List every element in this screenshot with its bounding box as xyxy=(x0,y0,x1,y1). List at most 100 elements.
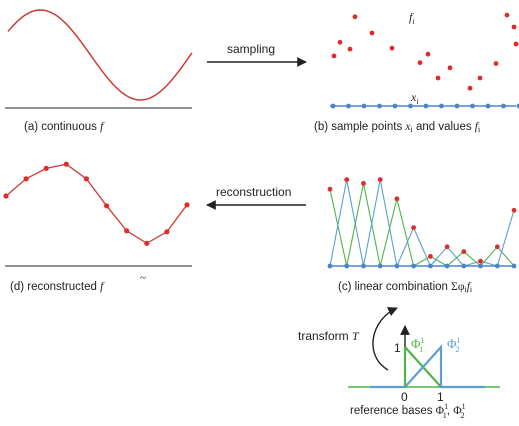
reconstructed-point xyxy=(124,228,130,234)
label-f-i: fi xyxy=(409,10,415,26)
basis-edge-left xyxy=(379,198,398,267)
axis-point xyxy=(439,103,444,109)
peak-point xyxy=(461,249,467,255)
axis-point xyxy=(470,103,475,109)
peak-point xyxy=(411,225,416,231)
combination-axis-points xyxy=(327,263,517,269)
sample-value-point xyxy=(425,51,431,57)
peak-point xyxy=(344,177,350,183)
basis-phi2-blue xyxy=(370,344,485,389)
axis-point xyxy=(344,263,350,269)
axis-point xyxy=(423,103,429,109)
axis-point xyxy=(346,103,351,109)
panel-e-reference-bases: 1 0 1 Φ1 1 Φ1 2 transform T reference base… xyxy=(298,307,500,420)
peak-point xyxy=(511,207,517,213)
reconstruction-arrow-group: reconstruction xyxy=(206,185,306,210)
sample-value-point xyxy=(337,39,343,45)
sample-value-point xyxy=(467,85,473,91)
peak-point xyxy=(377,177,383,183)
sample-value-point xyxy=(331,53,337,59)
peak-point xyxy=(444,244,450,250)
reconstructed-points xyxy=(3,161,190,246)
phi1-label: Φ1 1 xyxy=(411,336,425,354)
x-tick-0: 0 xyxy=(401,390,408,404)
reconstructed-point xyxy=(144,240,150,246)
tilde-mark: ~ xyxy=(140,272,146,284)
reconstructed-point xyxy=(63,161,69,167)
basis-edge-right xyxy=(329,189,348,267)
continuous-curve xyxy=(7,9,193,101)
basis-edge-right xyxy=(463,251,481,267)
reconstructed-point xyxy=(83,176,89,182)
peak-point xyxy=(478,258,483,264)
sample-value-point xyxy=(352,14,358,20)
basis-edge-right xyxy=(396,198,415,267)
reconstructed-point xyxy=(43,165,49,171)
sampling-label: sampling xyxy=(227,42,275,56)
axis-point xyxy=(444,263,450,269)
sample-value-point xyxy=(447,65,453,71)
axis-point xyxy=(392,103,398,109)
reconstructed-point xyxy=(104,203,110,209)
axis-point xyxy=(494,263,500,269)
basis-triangles xyxy=(329,179,515,267)
sample-value-point xyxy=(389,45,395,51)
axis-point xyxy=(411,263,416,269)
sample-value-point xyxy=(477,75,483,81)
basis-edge-left xyxy=(413,255,431,267)
axis-point xyxy=(511,263,517,269)
panel-a-caption: (a) continuous f xyxy=(24,121,105,133)
transform-arrow xyxy=(372,307,398,371)
basis-edge-left xyxy=(329,179,348,267)
panel-b-samples: fi xi (b) sample points xi and values fi xyxy=(314,10,519,134)
sample-value-point xyxy=(513,41,519,47)
axis-point xyxy=(478,263,483,269)
sample-value-points xyxy=(331,12,519,91)
panel-d-caption: (d) reconstructed f xyxy=(10,281,105,293)
x-tick-1: 1 xyxy=(437,390,444,404)
axis-point xyxy=(485,103,491,109)
basis-edge-right xyxy=(496,246,515,267)
panel-d-reconstructed: (d) reconstructed f ~ xyxy=(3,161,192,293)
axis-point xyxy=(361,103,367,109)
axis-point xyxy=(408,103,413,109)
label-x-i: xi xyxy=(410,90,419,106)
panel-c-caption: (c) linear combination Σφifi xyxy=(338,281,473,294)
peak-point xyxy=(394,196,400,202)
axis-point xyxy=(377,103,382,109)
basis-edge-left xyxy=(362,179,381,267)
basis-edge-right xyxy=(430,255,448,267)
basis-edge-left xyxy=(346,183,365,267)
axis-point xyxy=(461,263,467,269)
axis-point xyxy=(377,263,383,269)
axis-point xyxy=(454,103,460,109)
y-tick-1: 1 xyxy=(394,341,401,355)
basis-edge-right xyxy=(446,246,465,267)
sample-value-point xyxy=(493,61,499,66)
sample-value-point xyxy=(435,75,441,81)
axis-point xyxy=(361,263,366,269)
panel-b-caption: (b) sample points xi and values fi xyxy=(314,121,481,134)
sample-value-point xyxy=(417,60,423,66)
basis-edge-left xyxy=(446,251,465,267)
sample-value-point xyxy=(504,12,510,18)
basis-edge-left xyxy=(480,246,498,267)
reconstructed-polyline xyxy=(5,163,188,245)
basis-edge-left xyxy=(396,227,415,267)
axis-point xyxy=(501,103,506,109)
axis-point xyxy=(428,263,433,269)
reconstructed-point xyxy=(184,202,190,208)
axis-point xyxy=(330,103,336,109)
peak-point xyxy=(361,181,366,186)
transform-label: transform T xyxy=(298,329,360,343)
basis-edge-right xyxy=(413,227,431,267)
reconstructed-point xyxy=(164,229,170,235)
basis-edge-left xyxy=(429,246,448,267)
sample-value-point xyxy=(369,30,375,36)
combination-peak-points xyxy=(327,177,517,264)
axis-point xyxy=(394,263,400,269)
basis-edge-left xyxy=(496,210,515,267)
reference-bases-caption: reference bases Φ1 1, Φ1 2 xyxy=(350,402,466,420)
